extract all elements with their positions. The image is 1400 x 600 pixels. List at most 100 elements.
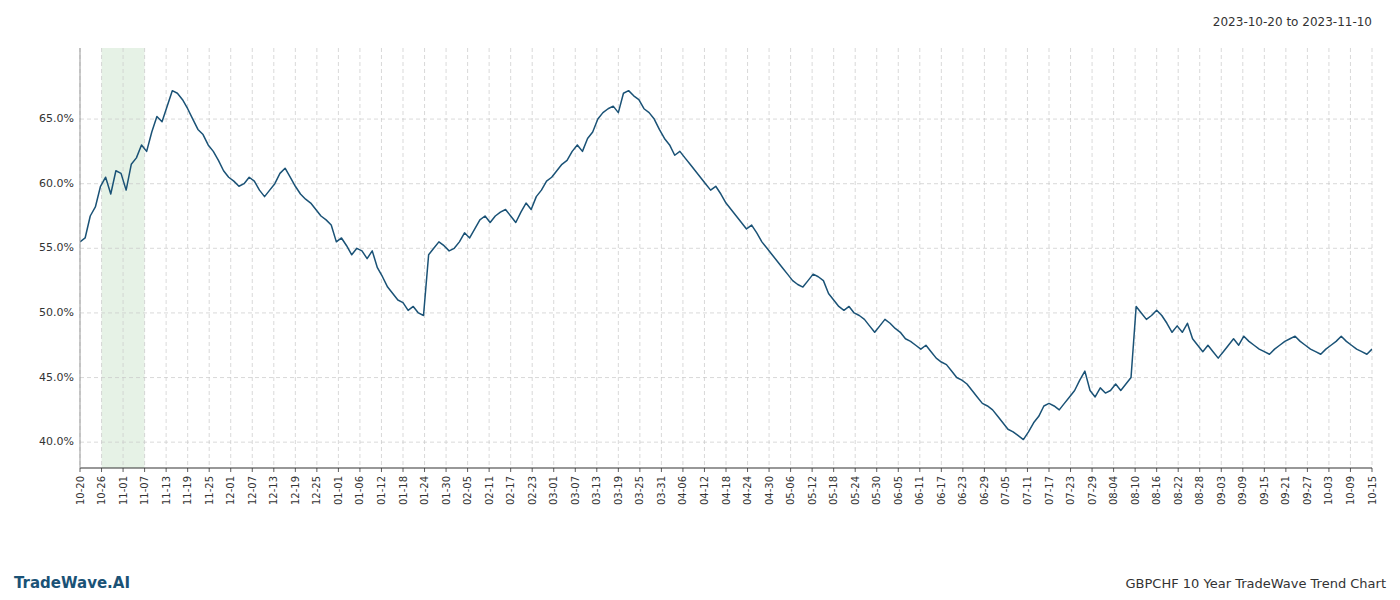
x-grid-line bbox=[273, 48, 274, 468]
x-grid-line bbox=[230, 48, 231, 468]
x-grid-line bbox=[424, 48, 425, 468]
x-tick-label: 12-25 bbox=[311, 476, 322, 505]
x-tick-label: 10-20 bbox=[75, 476, 86, 505]
y-grid-line bbox=[80, 312, 1372, 313]
chart: 40.0%45.0%50.0%55.0%60.0%65.0%10-2010-26… bbox=[0, 0, 1400, 600]
date-range: 2023-10-20 to 2023-11-10 bbox=[1213, 15, 1372, 29]
x-tick-label: 04-18 bbox=[721, 476, 732, 505]
x-tick bbox=[273, 468, 274, 472]
x-tick-label: 09-15 bbox=[1259, 476, 1270, 505]
x-tick-label: 09-27 bbox=[1302, 476, 1313, 505]
x-tick bbox=[467, 468, 468, 472]
x-tick bbox=[1285, 468, 1286, 472]
x-tick-label: 10-26 bbox=[96, 476, 107, 505]
x-tick-label: 08-10 bbox=[1130, 476, 1141, 505]
x-tick-label: 07-23 bbox=[1065, 476, 1076, 505]
x-grid-line bbox=[489, 48, 490, 468]
x-tick-label: 07-05 bbox=[1000, 476, 1011, 505]
x-grid-line bbox=[1070, 48, 1071, 468]
y-tick-label: 60.0% bbox=[39, 177, 74, 190]
x-tick-label: 06-29 bbox=[979, 476, 990, 505]
x-tick-label: 11-13 bbox=[161, 476, 172, 505]
x-tick bbox=[252, 468, 253, 472]
x-tick bbox=[1178, 468, 1179, 472]
x-grid-line bbox=[209, 48, 210, 468]
x-tick bbox=[898, 468, 899, 472]
x-tick bbox=[338, 468, 339, 472]
x-tick bbox=[747, 468, 748, 472]
x-grid-line bbox=[833, 48, 834, 468]
x-tick bbox=[1027, 468, 1028, 472]
x-tick-label: 01-12 bbox=[376, 476, 387, 505]
x-tick-label: 01-24 bbox=[419, 476, 430, 505]
x-tick-label: 08-16 bbox=[1151, 476, 1162, 505]
x-grid-line bbox=[532, 48, 533, 468]
x-tick bbox=[1328, 468, 1329, 472]
x-tick bbox=[1242, 468, 1243, 472]
x-tick-label: 08-28 bbox=[1194, 476, 1205, 505]
x-grid-line bbox=[575, 48, 576, 468]
x-tick-label: 03-01 bbox=[548, 476, 559, 505]
x-tick-label: 11-19 bbox=[182, 476, 193, 505]
grid bbox=[80, 48, 1372, 468]
y-tick-label: 55.0% bbox=[39, 241, 74, 254]
x-tick bbox=[80, 468, 81, 472]
x-tick bbox=[446, 468, 447, 472]
x-tick bbox=[295, 468, 296, 472]
x-grid-line bbox=[1350, 48, 1351, 468]
x-tick bbox=[166, 468, 167, 472]
x-tick bbox=[1070, 468, 1071, 472]
x-tick-label: 12-13 bbox=[268, 476, 279, 505]
x-tick bbox=[769, 468, 770, 472]
x-grid-line bbox=[359, 48, 360, 468]
x-tick bbox=[424, 468, 425, 472]
footer-left: TradeWave.AI bbox=[14, 574, 130, 592]
x-tick-label: 07-29 bbox=[1087, 476, 1098, 505]
x-grid-line bbox=[1005, 48, 1006, 468]
x-tick-label: 04-30 bbox=[764, 476, 775, 505]
x-tick bbox=[984, 468, 985, 472]
x-tick bbox=[1372, 468, 1373, 472]
x-tick-label: 04-12 bbox=[699, 476, 710, 505]
x-tick-label: 10-09 bbox=[1345, 476, 1356, 505]
x-tick-label: 11-25 bbox=[204, 476, 215, 505]
x-tick bbox=[359, 468, 360, 472]
x-axis: 10-2010-2611-0111-0711-1311-1911-2512-01… bbox=[75, 468, 1378, 505]
x-grid-line bbox=[1049, 48, 1050, 468]
y-tick-label: 45.0% bbox=[39, 371, 74, 384]
x-grid-line bbox=[769, 48, 770, 468]
x-tick-label: 06-23 bbox=[957, 476, 968, 505]
x-tick bbox=[187, 468, 188, 472]
y-axis-line bbox=[80, 48, 81, 468]
shade-group bbox=[102, 48, 145, 468]
x-tick bbox=[941, 468, 942, 472]
x-grid-line bbox=[726, 48, 727, 468]
x-tick-label: 05-30 bbox=[871, 476, 882, 505]
x-tick-label: 03-13 bbox=[591, 476, 602, 505]
x-tick-label: 09-21 bbox=[1280, 476, 1291, 505]
x-tick bbox=[381, 468, 382, 472]
x-grid-line bbox=[381, 48, 382, 468]
x-grid-line bbox=[1135, 48, 1136, 468]
x-grid-line bbox=[790, 48, 791, 468]
x-grid-line bbox=[446, 48, 447, 468]
x-tick bbox=[403, 468, 404, 472]
x-tick-label: 05-12 bbox=[807, 476, 818, 505]
x-tick-label: 09-03 bbox=[1216, 476, 1227, 505]
x-grid-line bbox=[1221, 48, 1222, 468]
x-grid-line bbox=[467, 48, 468, 468]
x-grid-line bbox=[1199, 48, 1200, 468]
x-tick bbox=[876, 468, 877, 472]
x-tick bbox=[553, 468, 554, 472]
x-tick-label: 01-06 bbox=[354, 476, 365, 505]
x-tick-label: 03-31 bbox=[656, 476, 667, 505]
x-tick-label: 06-05 bbox=[893, 476, 904, 505]
x-tick bbox=[101, 468, 102, 472]
x-grid-line bbox=[403, 48, 404, 468]
x-tick bbox=[144, 468, 145, 472]
x-grid-line bbox=[812, 48, 813, 468]
x-grid-line bbox=[747, 48, 748, 468]
y-tick-label: 40.0% bbox=[39, 435, 74, 448]
y-tick-label: 50.0% bbox=[39, 306, 74, 319]
x-tick bbox=[704, 468, 705, 472]
